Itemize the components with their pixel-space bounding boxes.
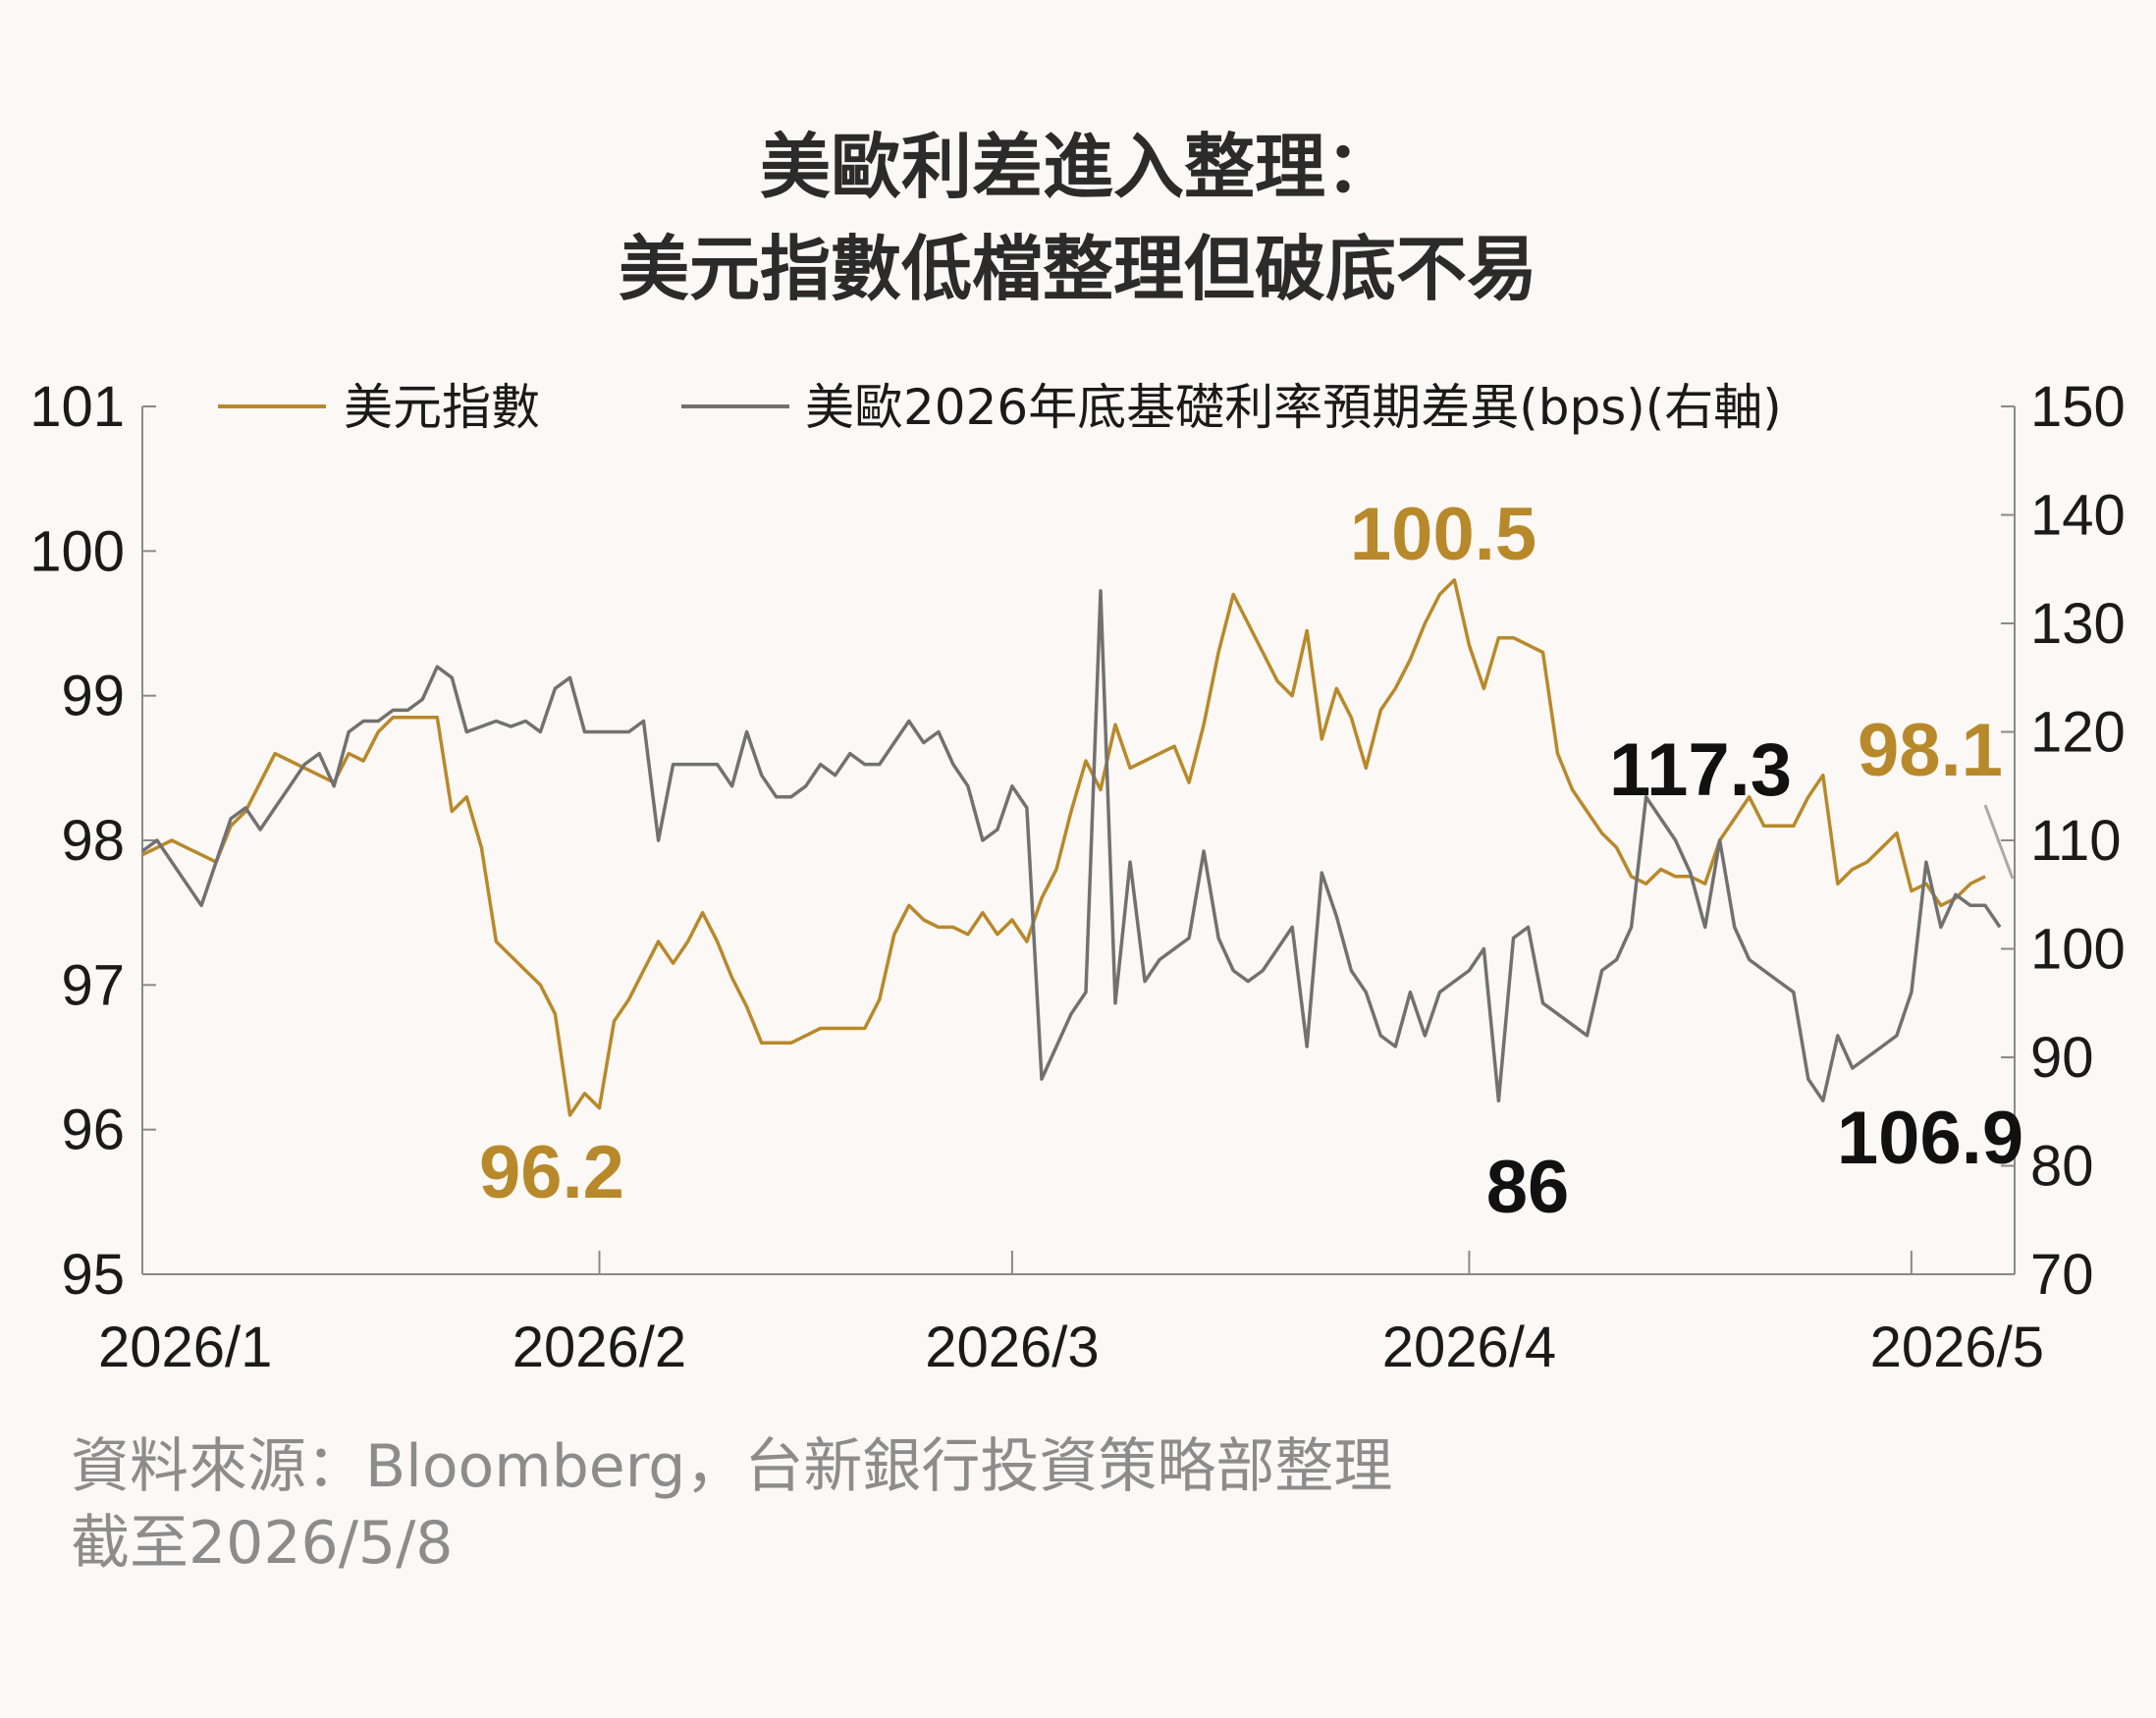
right-tick-label: 90 bbox=[2030, 1026, 2094, 1090]
x-tick-label: 2026/3 bbox=[925, 1315, 1099, 1379]
x-tick-label: 2026/4 bbox=[1382, 1315, 1556, 1379]
chart-footer: 資料來源：Bloomberg，台新銀行投資策略部整理 截至2026/5/8 bbox=[71, 1428, 1392, 1582]
right-tick-label: 70 bbox=[2030, 1243, 2094, 1307]
right-tick-label: 80 bbox=[2030, 1135, 2094, 1199]
latest-label-spread: 106.9 bbox=[1837, 1097, 2023, 1180]
as-of-date: 截至2026/5/8 bbox=[71, 1509, 454, 1578]
chart-annotations: 100.5 96.2 98.1 117.3 86 106.9 bbox=[479, 493, 2023, 1229]
trough-label-spread: 86 bbox=[1486, 1146, 1570, 1229]
peak-label-spread: 117.3 bbox=[1609, 728, 1792, 812]
left-tick-label: 98 bbox=[61, 809, 125, 873]
right-tick-label: 110 bbox=[2030, 809, 2121, 873]
left-tick-label: 97 bbox=[61, 953, 125, 1017]
title-line-1: 美歐利差進入整理： bbox=[759, 126, 1396, 208]
chart-series bbox=[140, 578, 2002, 1117]
right-tick-label: 130 bbox=[2030, 592, 2126, 656]
left-tick-label: 95 bbox=[61, 1243, 125, 1307]
x-tick-label: 2026/2 bbox=[512, 1315, 686, 1379]
trough-label-dxy: 96.2 bbox=[479, 1131, 624, 1214]
right-tick-label: 140 bbox=[2030, 484, 2126, 548]
right-tick-label: 100 bbox=[2030, 918, 2126, 982]
x-tick-label: 2026/1 bbox=[98, 1315, 272, 1379]
left-tick-label: 99 bbox=[61, 665, 125, 728]
latest-label-dxy: 98.1 bbox=[1858, 709, 2003, 792]
latest-label-leader bbox=[1983, 804, 2015, 880]
title-line-2: 美元指數低檔整理但破底不易 bbox=[618, 228, 1537, 310]
legend-label-spread: 美歐2026年底基礎利率預期差異(bps)(右軸) bbox=[805, 379, 1782, 436]
right-tick-label: 150 bbox=[2030, 375, 2126, 439]
spread-line bbox=[140, 589, 2002, 1102]
chart-axes: 95 96 97 98 99 100 101 70 80 90 100 110 120 130 140 150… bbox=[29, 375, 2126, 1379]
chart-legend: 美元指數 美歐2026年底基礎利率預期差異(bps)(右軸) bbox=[218, 379, 1782, 436]
source-note: 資料來源：Bloomberg，台新銀行投資策略部整理 bbox=[71, 1432, 1393, 1501]
left-tick-label: 101 bbox=[29, 375, 125, 439]
right-tick-label: 120 bbox=[2030, 701, 2126, 765]
left-tick-label: 100 bbox=[29, 519, 125, 583]
dxy-line bbox=[141, 578, 1986, 1117]
left-tick-label: 96 bbox=[61, 1099, 125, 1162]
x-tick-label: 2026/5 bbox=[1870, 1315, 2044, 1379]
legend-label-dxy: 美元指數 bbox=[344, 379, 540, 436]
chart-title: 美歐利差進入整理： 美元指數低檔整理但破底不易 bbox=[0, 116, 2156, 320]
peak-label-dxy: 100.5 bbox=[1350, 493, 1536, 576]
